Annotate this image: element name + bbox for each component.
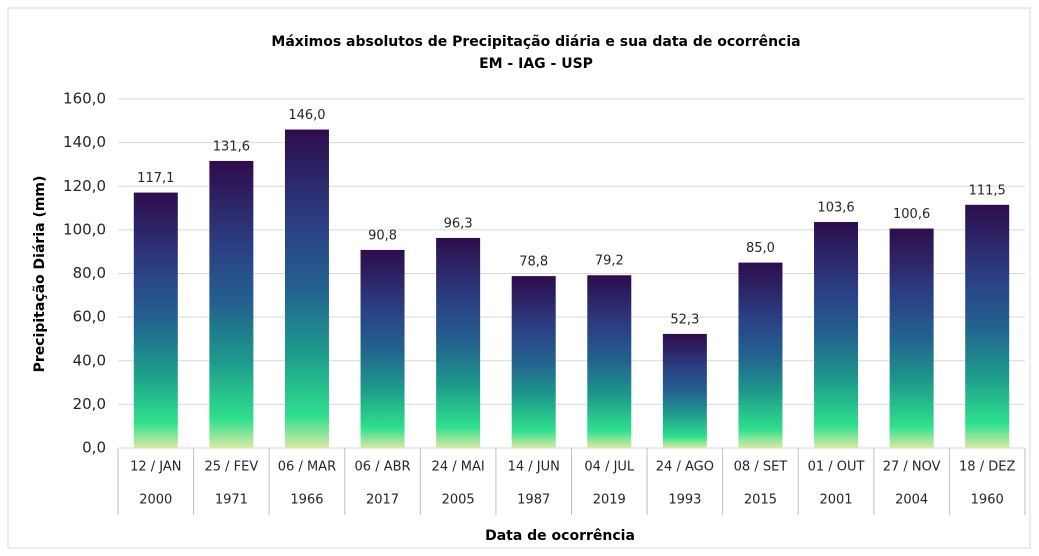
x-tick-year: 2001 [819, 493, 852, 508]
data-label: 96,3 [444, 216, 473, 231]
bar [133, 192, 178, 448]
data-label: 100,6 [893, 207, 930, 222]
x-tick-year: 2005 [442, 493, 475, 508]
bar [814, 222, 859, 448]
bar [662, 333, 707, 448]
data-label: 52,3 [670, 312, 699, 327]
x-tick-label: 14 / JUN [508, 460, 560, 475]
chart-subtitle: EM - IAG - USP [479, 56, 593, 72]
y-tick-label: 140,0 [63, 133, 106, 151]
x-tick-label: 24 / AGO [656, 460, 714, 475]
data-label: 85,0 [746, 241, 775, 256]
x-tick-label: 12 / JAN [130, 460, 181, 475]
data-label: 103,6 [817, 201, 854, 216]
bar [436, 237, 481, 448]
y-tick-label: 80,0 [73, 264, 106, 282]
x-tick-label: 06 / ABR [355, 460, 411, 475]
data-label: 146,0 [288, 108, 325, 123]
x-axis-title: Data de ocorrência [485, 528, 635, 544]
x-tick-label: 18 / DEZ [959, 460, 1015, 475]
x-tick-label: 27 / NOV [883, 460, 941, 475]
x-tick-year: 1971 [215, 493, 248, 508]
x-tick-year: 2004 [895, 493, 928, 508]
x-tick-label: 25 / FEV [204, 460, 258, 475]
x-tick-year: 2019 [593, 493, 626, 508]
chart-title: Máximos absolutos de Precipitação diária… [271, 34, 800, 50]
data-label: 111,5 [969, 183, 1006, 198]
x-tick-label: 24 / MAI [432, 460, 485, 475]
x-tick-year: 2000 [139, 493, 172, 508]
y-tick-label: 120,0 [63, 177, 106, 195]
y-axis-title: Precipitação Diária (mm) [32, 176, 48, 373]
x-tick-label: 06 / MAR [278, 460, 336, 475]
data-label: 79,2 [595, 254, 624, 269]
data-label: 78,8 [519, 255, 548, 270]
y-tick-label: 0,0 [82, 439, 106, 457]
y-tick-label: 20,0 [73, 395, 106, 413]
bar [360, 249, 405, 448]
bar [738, 262, 783, 448]
y-tick-label: 60,0 [73, 308, 106, 326]
x-tick-year: 1987 [517, 493, 550, 508]
x-tick-label: 08 / SET [734, 460, 788, 475]
bar [889, 228, 934, 448]
data-label: 90,8 [368, 228, 397, 243]
bar [965, 204, 1010, 448]
bar [209, 160, 254, 448]
x-tick-label: 01 / OUT [808, 460, 865, 475]
y-tick-label: 100,0 [63, 220, 106, 238]
bar [587, 275, 632, 448]
x-tick-year: 2017 [366, 493, 399, 508]
data-label: 131,6 [213, 139, 250, 154]
bar [284, 129, 329, 448]
y-tick-label: 40,0 [73, 351, 106, 369]
x-tick-year: 1993 [668, 493, 701, 508]
x-tick-year: 1960 [971, 493, 1004, 508]
x-tick-year: 1966 [290, 493, 323, 508]
x-tick-label: 04 / JUL [584, 460, 635, 475]
x-tick-year: 2015 [744, 493, 777, 508]
y-tick-label: 160,0 [63, 90, 106, 108]
data-label: 117,1 [137, 171, 174, 186]
bar [511, 276, 556, 448]
